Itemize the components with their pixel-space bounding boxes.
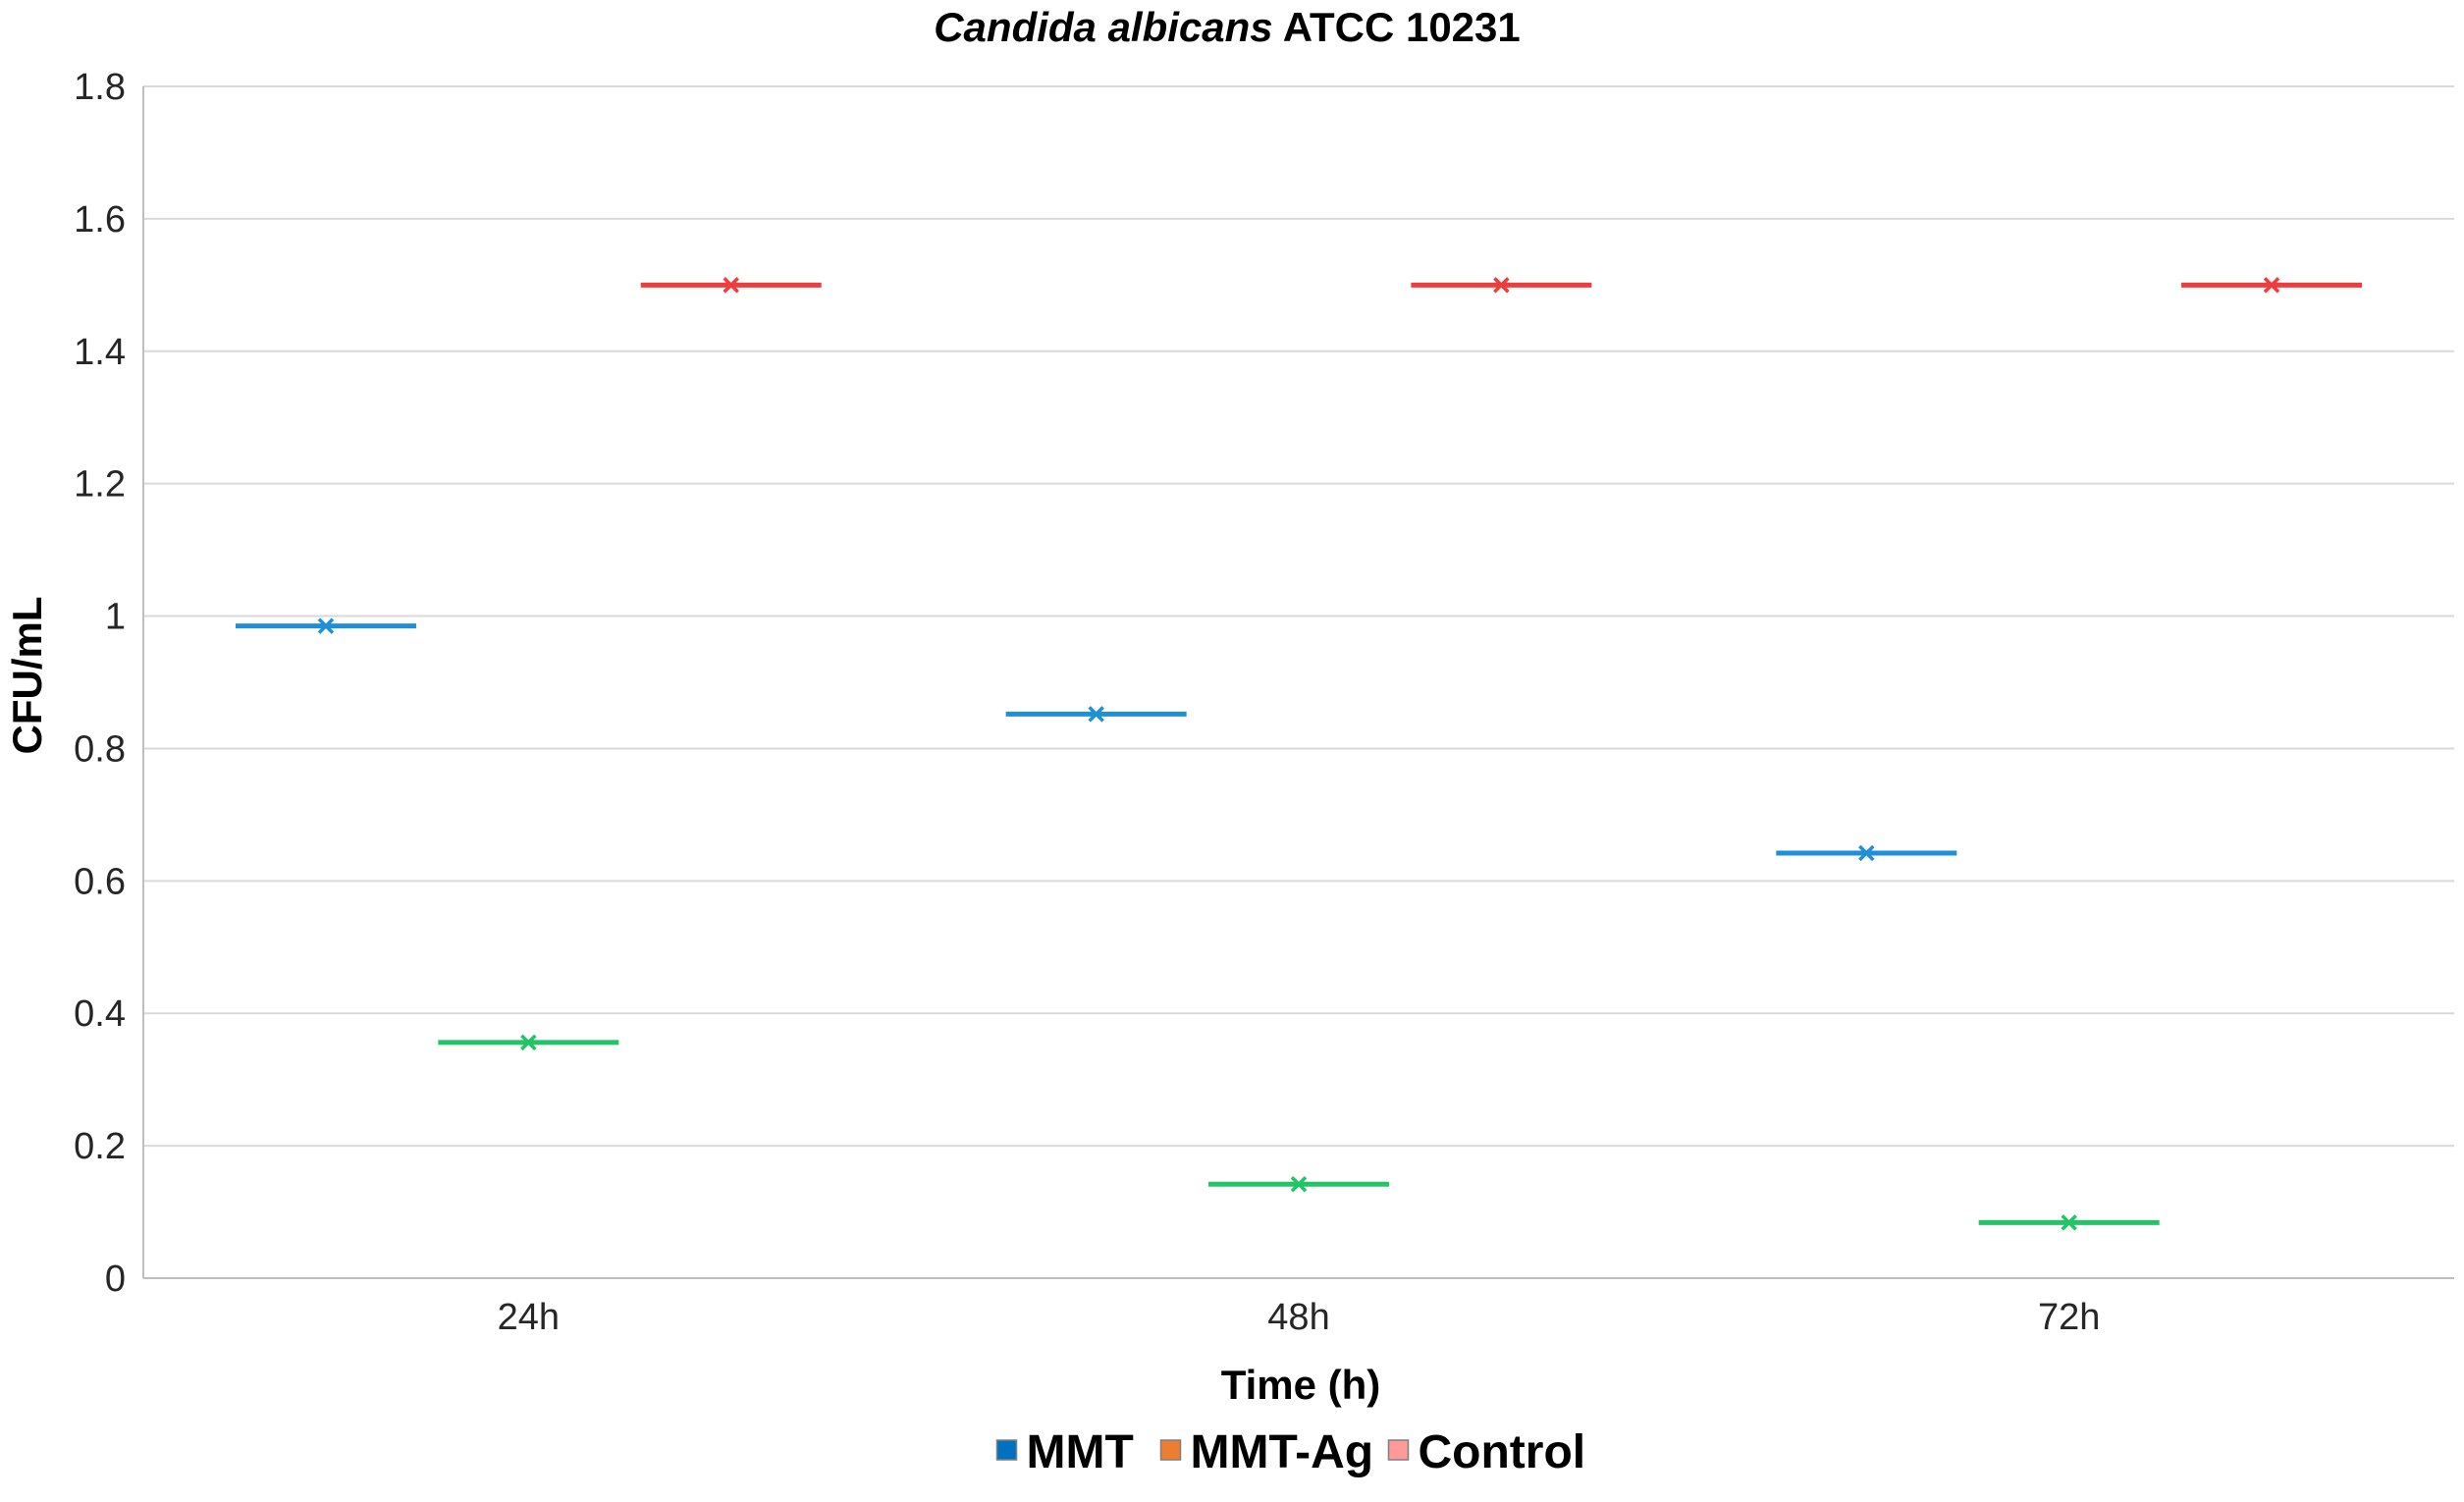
legend-label: Control (1419, 1426, 1586, 1478)
point-marker-x (1858, 844, 1875, 862)
y-tick-label: 0 (105, 1259, 126, 1300)
legend-item: MMT-Ag (1159, 1426, 1374, 1478)
point-marker-x (723, 277, 739, 294)
data-point-control (1411, 277, 1592, 294)
y-axis-ticks: 0 0.2 0.4 0.6 0.8 1 1.2 1.4 1.6 1.8 (74, 67, 126, 1300)
chart-title: Candida albicans ATCC 10231 (934, 4, 1521, 50)
y-tick-label: 0.2 (74, 1126, 126, 1167)
point-marker-x (317, 617, 335, 634)
y-tick-label: 1.6 (74, 199, 126, 241)
legend: MMT MMT-Ag Control (995, 1426, 1586, 1478)
x-axis-title: Time (h) (1221, 1362, 1381, 1408)
legend-swatch (1159, 1439, 1182, 1461)
data-point-mmt (1005, 706, 1187, 723)
y-tick-label: 0.6 (74, 861, 126, 902)
data-point-mmt-ag (1208, 1175, 1389, 1193)
y-tick-label: 0.8 (74, 728, 126, 770)
chart-title-italic: Candida albicans (934, 4, 1272, 50)
legend-label: MMT-Ag (1191, 1426, 1374, 1478)
data-marks (235, 277, 2363, 1231)
legend-label: MMT (1027, 1426, 1134, 1478)
point-marker-x (520, 1034, 537, 1051)
gridlines (143, 85, 2454, 1148)
y-tick-label: 1.8 (74, 67, 126, 108)
legend-item: MMT (995, 1426, 1134, 1478)
point-marker-x (2061, 1214, 2077, 1231)
legend-item: Control (1387, 1426, 1586, 1478)
x-axis-ticks: 24h 48h 72h (498, 1297, 2101, 1338)
legend-swatch (995, 1439, 1018, 1461)
point-marker-x (1290, 1175, 1308, 1193)
legend-swatch (1387, 1439, 1410, 1461)
data-point-mmt (235, 617, 416, 634)
data-point-mmt-ag (1978, 1214, 2160, 1231)
data-point-control (640, 277, 822, 294)
data-point-control (2181, 277, 2363, 294)
point-marker-x (1493, 277, 1510, 294)
x-tick-label: 24h (498, 1297, 560, 1338)
data-point-mmt (1776, 844, 1957, 862)
y-axis-title: CFU/mL (4, 597, 50, 755)
x-tick-label: 72h (2038, 1297, 2100, 1338)
y-tick-label: 1.2 (74, 464, 126, 506)
x-tick-label: 48h (1267, 1297, 1329, 1338)
y-tick-label: 1.4 (74, 332, 126, 373)
chart-title-rest: ATCC 10231 (1273, 4, 1521, 50)
y-tick-label: 0.4 (74, 993, 126, 1035)
y-tick-label: 1 (105, 597, 126, 638)
point-marker-x (1088, 706, 1104, 723)
data-point-mmt-ag (438, 1034, 619, 1051)
point-marker-x (2263, 277, 2280, 294)
